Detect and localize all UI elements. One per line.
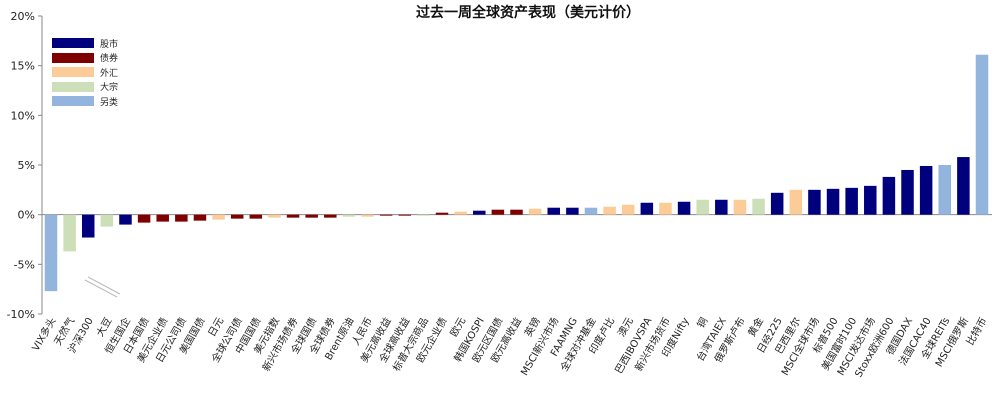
bar xyxy=(81,214,95,238)
bar xyxy=(44,214,58,292)
legend-swatch-bond xyxy=(52,52,94,63)
bar xyxy=(808,189,821,215)
x-tick-label: 大豆 xyxy=(93,315,114,339)
bar xyxy=(621,204,635,215)
legend-item-fx: 外汇 xyxy=(52,65,118,80)
legend-label-bond: 债券 xyxy=(100,54,119,65)
bar xyxy=(324,214,337,218)
bar xyxy=(882,176,896,215)
bar xyxy=(137,214,151,223)
bar xyxy=(752,198,765,215)
bar xyxy=(286,214,300,218)
bar xyxy=(566,207,579,215)
bar xyxy=(491,209,505,215)
legend-swatch-fx xyxy=(52,67,94,78)
bar xyxy=(864,185,877,215)
bar xyxy=(510,209,523,215)
legend-label-fx: 外汇 xyxy=(100,68,119,79)
bar xyxy=(547,207,560,215)
bar xyxy=(826,188,840,215)
x-tick-label: 英镑 xyxy=(521,315,542,339)
y-tick-label: 5% xyxy=(18,159,35,172)
bar xyxy=(342,214,356,217)
axis-break-mark xyxy=(84,276,121,298)
bar xyxy=(957,157,970,215)
bar xyxy=(659,202,672,215)
y-tick-label: 15% xyxy=(11,60,35,73)
bar xyxy=(398,214,412,216)
bar xyxy=(268,214,281,218)
legend-label-commodity: 大宗 xyxy=(100,83,119,94)
bar xyxy=(640,202,654,215)
legend-item-bond: 债券 xyxy=(52,51,118,66)
bar xyxy=(696,199,709,215)
legend-label-equity: 股市 xyxy=(100,39,119,50)
legend-item-alt: 另类 xyxy=(52,94,118,109)
y-tick-label: -5% xyxy=(14,258,35,271)
bar xyxy=(417,214,430,216)
bar xyxy=(901,169,914,215)
bar xyxy=(845,187,858,215)
bar xyxy=(584,207,598,215)
bars xyxy=(44,54,989,292)
bar xyxy=(770,192,784,215)
legend-swatch-alt xyxy=(52,96,94,107)
legend: 股市 债券 外汇 大宗 另类 xyxy=(52,36,118,109)
y-tick-label: 20% xyxy=(11,10,35,23)
x-tick-label: 铜 xyxy=(695,316,710,331)
bar xyxy=(789,189,803,215)
y-tick-label: -10% xyxy=(7,308,35,321)
bar xyxy=(454,211,467,215)
bar xyxy=(119,214,132,225)
bar xyxy=(249,214,263,219)
y-axis: -10% -5% 0% 5% 10% 15% 20% xyxy=(7,10,43,321)
bar xyxy=(938,165,952,215)
bar xyxy=(379,214,393,216)
bar xyxy=(733,199,747,215)
bar xyxy=(677,201,691,215)
y-tick-label: 0% xyxy=(18,209,35,222)
legend-label-alt: 另类 xyxy=(100,97,119,108)
chart-title: 过去一周全球资产表现（美元计价） xyxy=(416,4,640,21)
bar xyxy=(193,214,207,221)
legend-swatch-equity xyxy=(52,38,94,49)
bar xyxy=(305,214,318,218)
legend-swatch-commodity xyxy=(52,81,94,92)
bar xyxy=(100,214,114,227)
bar xyxy=(975,54,989,215)
bar xyxy=(175,214,188,222)
legend-item-commodity: 大宗 xyxy=(52,80,118,95)
bar xyxy=(603,206,616,215)
bar xyxy=(361,214,374,217)
bar xyxy=(435,212,449,215)
bar xyxy=(212,214,225,220)
x-tick-label: 澳元 xyxy=(615,315,636,339)
y-tick-label: 10% xyxy=(11,109,35,122)
bar xyxy=(63,214,76,252)
bar xyxy=(473,210,486,215)
x-tick-label: 黄金 xyxy=(745,315,766,339)
bar xyxy=(715,199,728,215)
bar xyxy=(230,214,244,219)
bar xyxy=(528,208,542,215)
bar xyxy=(156,214,169,222)
bar xyxy=(919,165,933,215)
legend-item-equity: 股市 xyxy=(52,36,118,51)
